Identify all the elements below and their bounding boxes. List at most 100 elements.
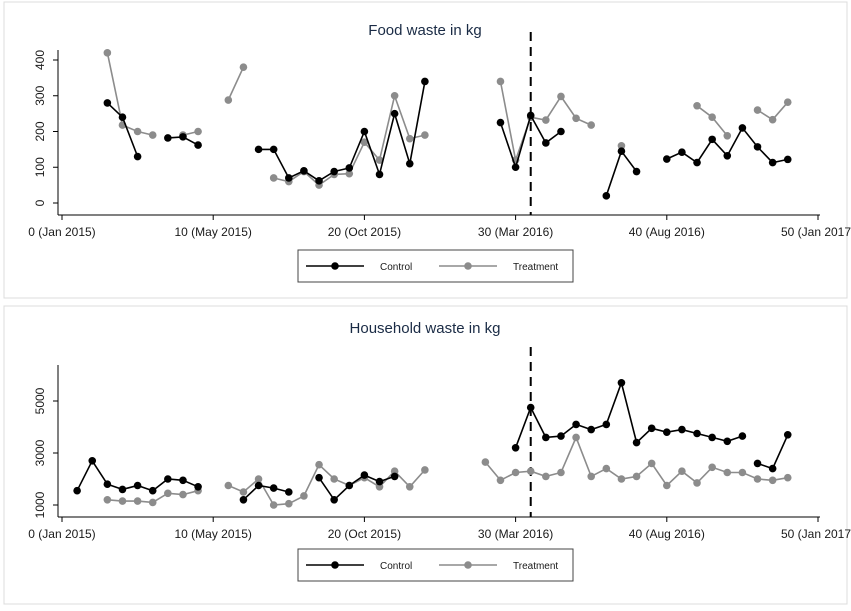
data-point-control	[617, 379, 626, 387]
data-point-treatment	[421, 466, 429, 474]
data-point-treatment	[587, 121, 595, 129]
legend: Control Treatment	[297, 548, 574, 582]
x-tick-label: 10 (May 2015)	[175, 527, 252, 541]
data-point-treatment	[254, 475, 263, 483]
data-point-control	[738, 124, 747, 132]
x-tick-label: 40 (Aug 2016)	[629, 225, 705, 239]
series-line-treatment	[106, 52, 153, 136]
y-tick-label: 1000	[33, 491, 47, 518]
data-point-treatment	[375, 156, 384, 164]
x-tick-label: 30 (Mar 2016)	[478, 225, 553, 239]
data-point-treatment	[572, 114, 580, 123]
data-point-control	[194, 483, 202, 491]
data-point-treatment	[617, 475, 626, 483]
data-point-control	[390, 472, 399, 481]
data-point-treatment	[511, 468, 520, 477]
series-line-control	[514, 380, 743, 449]
data-point-control	[133, 481, 142, 490]
data-point-treatment	[133, 127, 142, 136]
data-point-treatment	[239, 488, 248, 496]
data-point-treatment	[723, 468, 732, 477]
data-point-treatment	[526, 467, 535, 476]
x-tick-label: 50 (Jan 2017)	[781, 225, 851, 239]
data-point-treatment	[708, 463, 716, 472]
data-point-control	[375, 477, 384, 486]
legend-label-control: Control	[380, 262, 412, 273]
data-point-treatment	[405, 483, 414, 491]
data-point-treatment	[693, 101, 701, 110]
chart-title: Food waste in kg	[368, 22, 481, 39]
data-point-treatment	[269, 174, 278, 182]
data-point-treatment	[481, 458, 490, 466]
data-point-control	[164, 475, 172, 483]
data-point-control	[496, 118, 505, 127]
data-point-treatment	[753, 106, 762, 114]
series-line-treatment	[227, 66, 245, 101]
data-point-control	[678, 148, 686, 157]
data-point-control	[133, 152, 142, 161]
data-point-treatment	[224, 96, 233, 104]
data-point-treatment	[678, 467, 686, 476]
data-point-treatment	[118, 497, 127, 505]
data-point-control	[345, 164, 354, 172]
data-point-control	[617, 147, 626, 155]
x-tick-label: 50 (Jan 2017)	[781, 527, 851, 541]
legend-label-treatment: Treatment	[513, 262, 558, 273]
data-point-treatment	[557, 92, 565, 101]
data-point-control	[73, 486, 81, 495]
legend-label-treatment: Treatment	[513, 561, 558, 572]
data-point-treatment	[315, 460, 323, 469]
data-point-control	[542, 139, 550, 147]
data-point-control	[768, 158, 777, 167]
data-point-control	[693, 429, 701, 438]
data-point-control	[738, 432, 747, 440]
data-point-treatment	[179, 490, 187, 499]
data-point-control	[360, 471, 369, 479]
data-point-control	[783, 431, 792, 439]
data-point-control	[783, 155, 792, 164]
data-point-control	[723, 152, 732, 160]
data-point-control	[345, 481, 354, 490]
data-point-control	[557, 127, 565, 136]
data-point-treatment	[300, 492, 308, 500]
data-point-treatment	[148, 498, 157, 507]
legend: Control Treatment	[297, 249, 574, 283]
legend-marker-treatment	[464, 561, 472, 569]
data-point-treatment	[647, 459, 656, 468]
data-point-control	[421, 77, 429, 86]
x-tick-label: 0 (Jan 2015)	[28, 225, 95, 239]
panel-frame	[3, 1, 848, 299]
y-tick-label: 100	[33, 157, 47, 177]
data-point-control	[572, 420, 580, 429]
legend-label-control: Control	[380, 561, 412, 572]
data-point-control	[405, 159, 414, 168]
data-point-control	[557, 432, 565, 440]
data-point-control	[315, 473, 323, 482]
legend-marker-control	[331, 262, 339, 270]
data-point-control	[239, 496, 248, 504]
data-point-treatment	[557, 468, 565, 477]
data-point-control	[753, 143, 762, 151]
x-tick-label: 20 (Oct 2015)	[328, 225, 401, 239]
data-point-treatment	[269, 501, 278, 509]
panel-1: Food waste in kg 0 100 200 300 400 0 (Jan 2015…	[28, 22, 851, 283]
data-point-control	[511, 163, 520, 172]
data-point-treatment	[768, 115, 777, 124]
data-point-treatment	[708, 113, 716, 121]
data-point-control	[285, 488, 293, 496]
data-point-control	[269, 145, 278, 154]
data-point-treatment	[783, 98, 792, 106]
x-tick-label: 10 (May 2015)	[175, 225, 252, 239]
data-point-control	[179, 133, 187, 141]
data-point-treatment	[632, 472, 641, 481]
panel-2: Household waste in kg 1000 3000 5000 0 (Jan …	[28, 320, 851, 582]
data-point-control	[693, 158, 701, 167]
x-tick-label: 20 (Oct 2015)	[328, 527, 401, 541]
data-point-control	[602, 420, 611, 429]
chart-title: Household waste in kg	[350, 320, 501, 337]
data-point-control	[179, 476, 187, 485]
data-point-treatment	[103, 49, 112, 57]
data-point-treatment	[164, 489, 172, 498]
data-point-control	[254, 145, 263, 154]
data-point-control	[511, 444, 520, 452]
